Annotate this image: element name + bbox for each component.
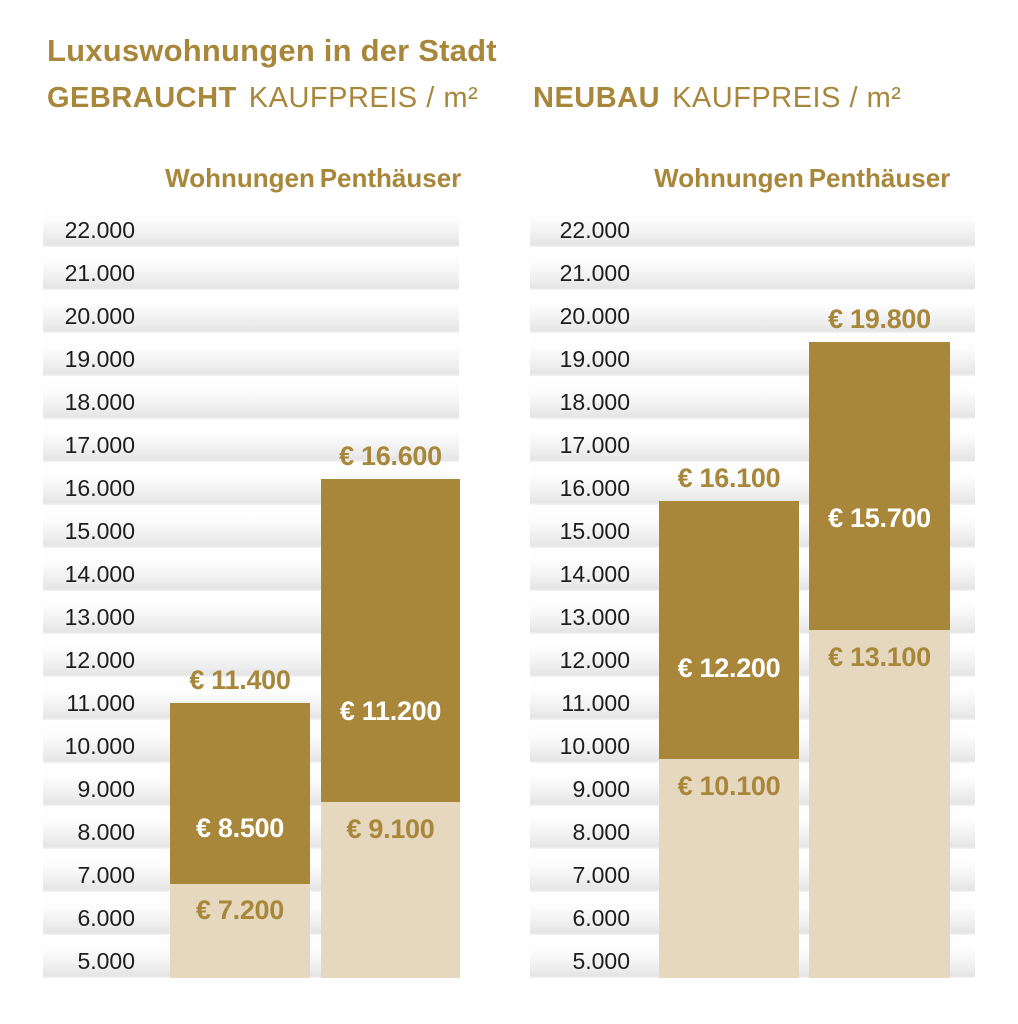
panel-title-strong: GEBRAUCHT — [47, 82, 237, 114]
bar-segment-light — [809, 630, 950, 978]
bar-segment-light — [321, 802, 460, 978]
grid-band — [530, 290, 975, 333]
y-axis-label: 14.000 — [559, 561, 630, 587]
grid-band — [43, 419, 459, 462]
grid-band — [530, 204, 975, 247]
y-axis-label: 19.000 — [559, 346, 630, 372]
bar-min-label: € 7.200 — [196, 895, 284, 925]
column-header-wohnungen: Wohnungen — [165, 163, 315, 193]
panel-title-light: KAUFPREIS / m² — [672, 82, 902, 114]
bar-max-label: € 16.100 — [677, 463, 781, 493]
y-axis-label: 13.000 — [64, 604, 135, 630]
y-axis-label: 11.000 — [561, 690, 630, 716]
panel-title-neubau: NEUBAU KAUFPREIS / m² — [533, 82, 901, 115]
bar-mid-label: € 11.200 — [339, 696, 442, 726]
bar-segment-dark — [659, 501, 799, 759]
y-axis-label: 10.000 — [64, 733, 135, 759]
bar-segment-dark — [170, 703, 310, 884]
bar-segment-dark — [321, 479, 460, 802]
grid-band — [43, 376, 459, 419]
y-axis-label: 12.000 — [64, 647, 135, 673]
y-axis-label: 22.000 — [559, 217, 630, 243]
panel-title-gebraucht: GEBRAUCHT KAUFPREIS / m² — [47, 82, 478, 115]
column-header-wohnungen: Wohnungen — [654, 163, 804, 193]
bar-mid-label: € 8.500 — [196, 813, 284, 843]
y-axis-label: 16.000 — [64, 475, 135, 501]
bar-segment-light — [659, 759, 799, 978]
y-axis-label: 21.000 — [559, 260, 630, 286]
y-axis-label: 19.000 — [64, 346, 135, 372]
y-axis-label: 17.000 — [559, 432, 630, 458]
bar-mid-label: € 12.200 — [677, 653, 781, 683]
column-header-penthuser: Penthäuser — [319, 163, 462, 193]
y-axis-label: 9.000 — [77, 776, 135, 802]
bar-min-label: € 9.100 — [346, 814, 435, 844]
bar-segment-dark — [809, 342, 950, 630]
y-axis-label: 6.000 — [77, 905, 135, 931]
bar-min-label: € 10.100 — [677, 771, 781, 801]
y-axis-label: 5.000 — [572, 948, 630, 974]
grid-band — [43, 333, 459, 376]
y-axis-label: 18.000 — [64, 389, 135, 415]
y-axis-label: 6.000 — [572, 905, 630, 931]
y-axis-label: 5.000 — [77, 948, 135, 974]
y-axis-label: 18.000 — [559, 389, 630, 415]
bar-max-label: € 11.400 — [189, 665, 291, 695]
y-axis-label: 12.000 — [559, 647, 630, 673]
bar-max-label: € 19.800 — [828, 304, 931, 334]
bar-mid-label: € 15.700 — [828, 503, 931, 533]
grid-band — [43, 247, 459, 290]
column-header-penthuser: Penthäuser — [808, 163, 951, 193]
bar-min-label: € 13.100 — [828, 642, 931, 672]
y-axis-label: 16.000 — [559, 475, 630, 501]
y-axis-label: 7.000 — [572, 862, 630, 888]
y-axis-label: 17.000 — [64, 432, 135, 458]
y-axis-label: 20.000 — [64, 303, 135, 329]
y-axis-label: 15.000 — [64, 518, 135, 544]
y-axis-label: 10.000 — [559, 733, 630, 759]
y-axis-label: 13.000 — [559, 604, 630, 630]
y-axis-label: 11.000 — [66, 690, 135, 716]
y-axis-label: 8.000 — [572, 819, 630, 845]
y-axis-label: 20.000 — [559, 303, 630, 329]
grid-band — [43, 204, 459, 247]
panel-title-light: KAUFPREIS / m² — [248, 82, 479, 114]
bar-max-label: € 16.600 — [339, 441, 442, 471]
y-axis-label: 22.000 — [64, 217, 135, 243]
y-axis-label: 9.000 — [572, 776, 630, 802]
bar-segment-light — [170, 883, 310, 978]
grid-band — [43, 290, 459, 333]
grid-band — [530, 247, 975, 290]
y-axis-label: 8.000 — [77, 819, 135, 845]
y-axis-label: 21.000 — [64, 260, 135, 286]
y-axis-label: 7.000 — [77, 862, 135, 888]
y-axis-label: 15.000 — [559, 518, 630, 544]
panel-title-strong: NEUBAU — [533, 82, 661, 114]
y-axis-label: 14.000 — [64, 561, 135, 587]
page-title: Luxuswohnungen in der Stadt — [47, 33, 497, 68]
